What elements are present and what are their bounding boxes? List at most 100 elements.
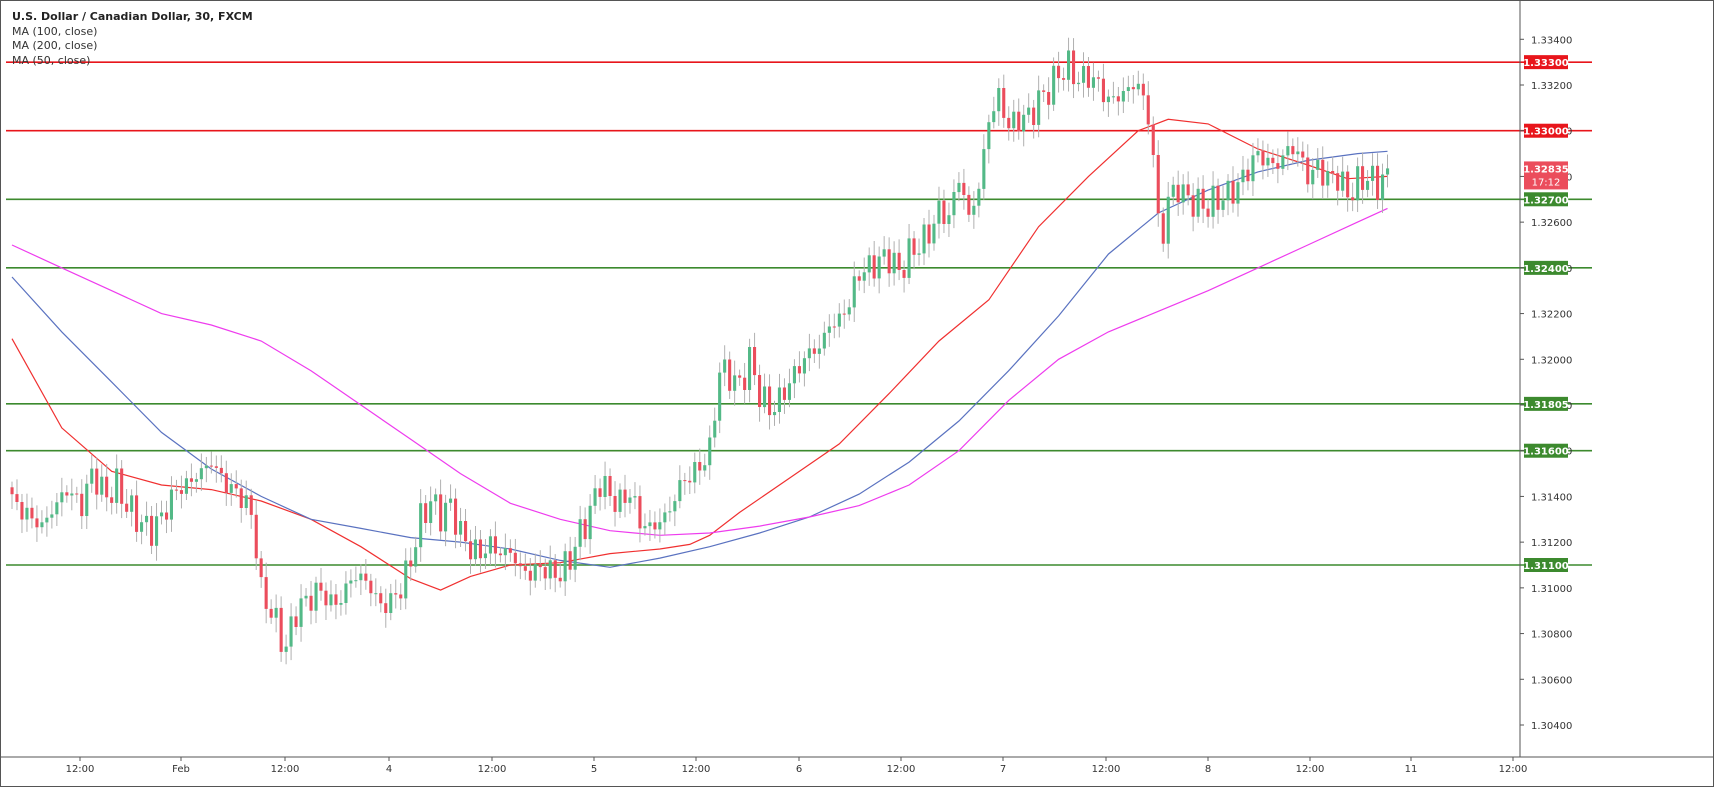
candle-body [1191, 195, 1195, 217]
candle-body [887, 249, 891, 274]
candle-body [70, 493, 74, 496]
candle-body [189, 478, 193, 482]
candle-body [269, 608, 273, 618]
y-tick-label: 1.31000 [1531, 584, 1572, 595]
candle-body [334, 594, 338, 605]
candle-body [1216, 185, 1220, 210]
candle-body [110, 497, 114, 503]
candle-body [563, 551, 567, 582]
ma-line-2 [11, 207, 1388, 536]
x-tick-label: 12:00 [682, 764, 711, 775]
candle-body [738, 375, 742, 378]
candle-body [404, 560, 408, 599]
candle-body [60, 492, 64, 503]
candle-body [1211, 185, 1215, 217]
candle-body [294, 616, 298, 627]
candle-body [1281, 155, 1285, 169]
candle-body [1266, 157, 1270, 166]
y-tick-label: 1.33200 [1531, 81, 1572, 92]
candle-body [359, 573, 363, 581]
candle-body [1067, 50, 1071, 80]
candle-body [1271, 157, 1275, 164]
y-tick-label: 1.30400 [1531, 721, 1572, 732]
candle-body [1321, 159, 1325, 186]
candle-body [1121, 91, 1125, 102]
candle-body [613, 496, 617, 512]
candle-body [548, 560, 552, 579]
last-price-tag [1524, 161, 1568, 190]
candle-body [1231, 180, 1235, 204]
level-tag-label: 1.31600 [1523, 447, 1569, 458]
candle-body [478, 539, 482, 559]
x-tick-label: 12:00 [1092, 764, 1121, 775]
candle-body [827, 326, 831, 333]
candle-body [498, 553, 502, 556]
chart-legend: U.S. Dollar / Canadian Dollar, 30, FXCM … [12, 10, 253, 68]
candle-body [768, 386, 772, 416]
candle-body [115, 468, 119, 503]
candle-body [1002, 88, 1006, 118]
candle-body [603, 476, 607, 497]
candle-body [184, 478, 188, 494]
level-tag-support [1524, 260, 1568, 275]
candle-body [145, 515, 149, 523]
candle-body [459, 521, 463, 535]
candle-body [1106, 96, 1110, 103]
candlesticks [10, 37, 1390, 665]
candle-body [1096, 77, 1100, 79]
candle-body [638, 496, 642, 529]
candle-body [424, 503, 428, 523]
candle-body [508, 548, 512, 553]
candle-body [643, 526, 647, 529]
candle-body [503, 548, 507, 556]
candle-body [344, 583, 348, 603]
candle-body [972, 205, 976, 215]
candle-body [434, 494, 438, 502]
candle-body [1171, 184, 1175, 197]
candle-body [75, 493, 79, 495]
candle-body [513, 552, 517, 564]
candle-body [862, 272, 866, 281]
legend-ma200: MA (200, close) [12, 39, 98, 52]
candle-body [1341, 171, 1345, 191]
candle-body [633, 496, 637, 498]
price-tags: 1.33300 1.33000 1.32700 1.32400 1.31805 1.316… [1523, 55, 1569, 572]
x-tick-label: 11 [1405, 764, 1418, 775]
candle-body [1176, 184, 1180, 203]
candle-body [678, 480, 682, 502]
candle-body [279, 607, 283, 652]
candle-body [533, 564, 537, 581]
candle-body [598, 488, 602, 497]
candle-body [1251, 155, 1255, 182]
candle-body [977, 188, 981, 206]
candle-body [1047, 92, 1051, 105]
candle-body [384, 603, 388, 613]
candle-body [1057, 65, 1061, 79]
candle-body [1286, 146, 1290, 156]
candle-body [399, 594, 403, 599]
candle-body [120, 468, 124, 504]
candle-body [1241, 169, 1245, 183]
candle-body [135, 495, 139, 532]
candle-body [748, 347, 752, 390]
candle-body [234, 484, 238, 489]
candle-body [568, 551, 572, 570]
candle-body [389, 593, 393, 613]
candle-body [1366, 180, 1370, 190]
candle-body [1007, 117, 1011, 129]
candle-body [728, 359, 732, 391]
candle-body [758, 375, 762, 407]
candle-body [488, 536, 492, 554]
candle-body [289, 616, 293, 647]
candle-body [125, 503, 129, 512]
level-tag-label: 1.31805 [1523, 400, 1569, 411]
candle-body [623, 489, 627, 503]
candle-body [1201, 188, 1205, 209]
candle-body [324, 590, 328, 606]
candle-body [354, 580, 358, 582]
candle-body [1082, 66, 1086, 83]
candle-body [15, 494, 19, 502]
candle-body [100, 476, 104, 495]
y-tick-label: 1.30800 [1531, 630, 1572, 641]
